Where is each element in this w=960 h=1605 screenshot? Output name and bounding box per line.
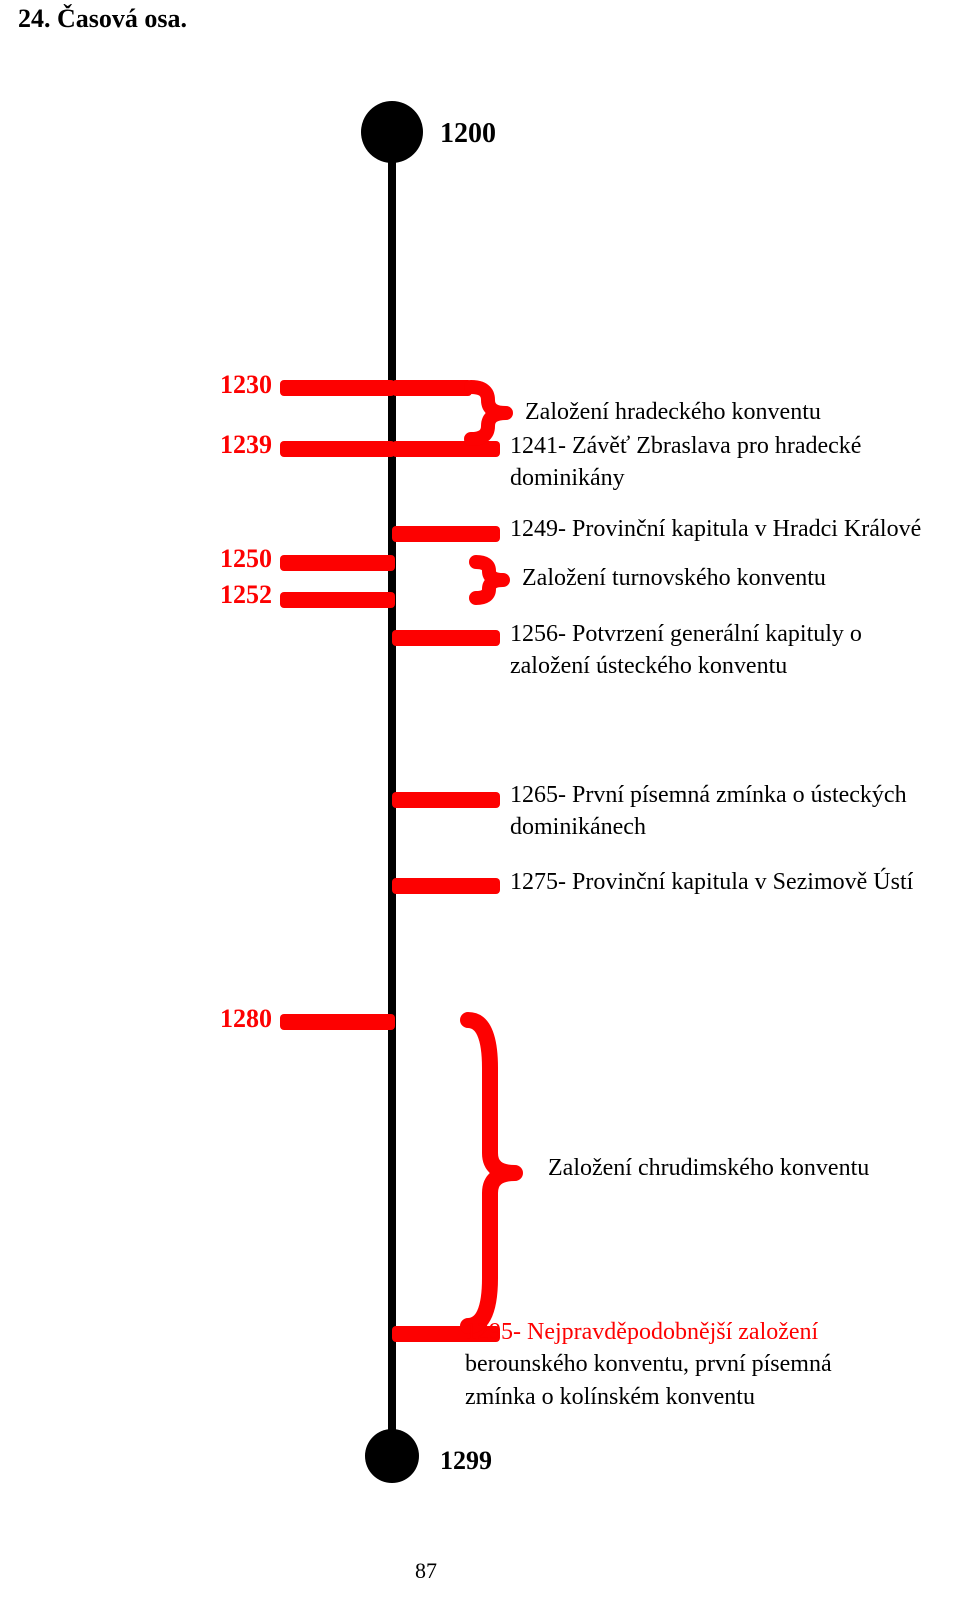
page-title: 24. Časová osa. — [18, 4, 187, 34]
event-1295-line3: zmínka o kolínském konventu — [465, 1384, 755, 1410]
year-label-1239: 1239 — [192, 430, 272, 460]
event-1295-line1: 1295- Nejpravděpodobnější založení — [465, 1319, 818, 1345]
tick-right-1249 — [392, 526, 500, 542]
event-1249: 1249- Provinční kapitula v Hradci Králov… — [510, 513, 921, 545]
tick-right-1265 — [392, 792, 500, 808]
event-1241-line1: 1241- Závěť Zbraslava pro hradecké — [510, 433, 861, 459]
event-1256-line2: založení ústeckého konventu — [510, 653, 787, 679]
bracket-chrudim — [460, 1008, 530, 1338]
tick-right-hradec-top — [392, 380, 472, 396]
timeline-end-dot — [365, 1429, 419, 1483]
page-number: 87 — [415, 1558, 437, 1584]
event-1265-line2: dominikánech — [510, 814, 646, 840]
event-1275: 1275- Provinční kapitula v Sezimově Ústí — [510, 866, 913, 898]
timeline-start-dot — [361, 101, 423, 163]
tick-left-1239 — [280, 441, 395, 457]
event-1265-line1: 1265- První písemná zmínka o ústeckých — [510, 782, 907, 808]
tick-right-1275 — [392, 878, 500, 894]
event-1241-line2: dominikány — [510, 465, 625, 491]
bracket-turnov — [469, 553, 515, 607]
page: 24. Časová osa. 1200 1299 1230 1239 1250… — [0, 0, 960, 1605]
event-hradec-founding: Založení hradeckého konventu — [525, 396, 821, 428]
year-label-1280: 1280 — [192, 1004, 272, 1034]
year-label-1230: 1230 — [192, 370, 272, 400]
event-turnov-founding: Založení turnovského konventu — [522, 562, 826, 594]
event-1256-line1: 1256- Potvrzení generální kapituly o — [510, 621, 862, 647]
tick-left-1252 — [280, 592, 395, 608]
event-1256: 1256- Potvrzení generální kapituly o zal… — [510, 618, 862, 683]
timeline-start-label: 1200 — [440, 118, 496, 150]
tick-left-1230 — [280, 380, 395, 396]
year-label-1250: 1250 — [192, 544, 272, 574]
year-label-1252: 1252 — [192, 580, 272, 610]
tick-left-1280 — [280, 1014, 395, 1030]
tick-right-1256 — [392, 630, 500, 646]
timeline-end-label: 1299 — [440, 1446, 492, 1476]
event-chrudim-founding: Založení chrudimského konventu — [548, 1152, 869, 1184]
tick-left-1250 — [280, 555, 395, 571]
event-1295-line2: berounského konventu, první písemná — [465, 1351, 832, 1377]
event-1241: 1241- Závěť Zbraslava pro hradecké domin… — [510, 430, 861, 495]
event-1265: 1265- První písemná zmínka o ústeckých d… — [510, 779, 907, 844]
event-1295: 1295- Nejpravděpodobnější založení berou… — [465, 1316, 832, 1413]
